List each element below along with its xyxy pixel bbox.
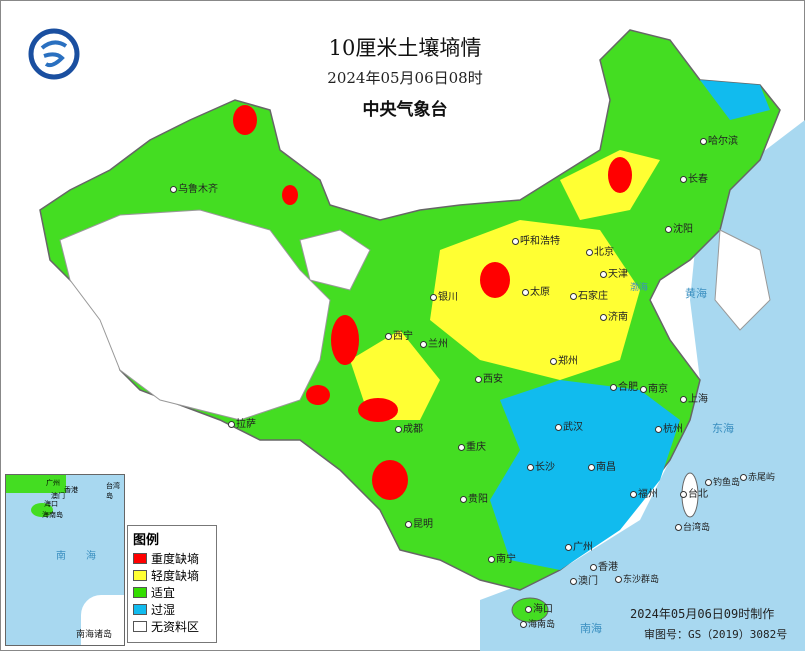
city-label: 济南 [600,308,628,323]
city-label: 澳门 [51,492,65,500]
legend-label: 适宜 [151,586,176,600]
legend-label: 重度缺墒 [151,552,200,566]
city-label: 西宁 [385,327,413,342]
city-label: 杭州 [655,420,683,435]
organization: 中央气象台 [362,100,448,120]
severe-dry-spot [282,185,298,205]
legend-item-suitable: 适宜 [133,584,216,601]
dry-region [560,150,660,220]
severe-dry-spot [358,398,398,422]
sea-label: 海 [86,551,96,562]
city-label: 福州 [630,485,658,500]
city-label: 石家庄 [570,287,608,302]
legend-item-wet: 过湿 [133,601,216,618]
city-label: 太原 [522,283,550,298]
legend-item-no-data: 无资料区 [133,618,216,635]
place-label: 台湾岛 [675,520,710,533]
city-label: 长春 [680,170,708,185]
city-label: 武汉 [555,418,583,433]
place-label: 海南岛 [520,617,555,630]
legend-title: 图例 [133,533,160,548]
city-label: 天津 [600,265,628,280]
dry-region [430,220,640,380]
severe-dry-spot [608,157,632,193]
city-label: 广州 [46,479,60,487]
city-label: 成都 [395,420,423,435]
legend-swatch [133,553,147,564]
city-label: 合肥 [610,378,638,393]
city-label: 乌鲁木齐 [170,180,218,195]
city-label: 香港 [64,486,78,494]
map-approval-number: 审图号：GS（2019）3082号 [644,628,788,641]
city-label: 重庆 [458,438,486,453]
city-label: 澳门 [570,572,598,587]
city-label: 西安 [475,370,503,385]
south-china-sea-inset: 南 海 南海诸岛 广州 香港 澳门 海口 海南岛 台湾岛 [5,474,125,646]
city-label: 沈阳 [665,220,693,235]
korea-peninsula [714,229,771,331]
place-label: 钓鱼岛 [705,475,740,488]
city-label: 贵阳 [460,490,488,505]
sea-label: 渤海 [630,283,649,293]
place-label: 东沙群岛 [615,572,659,585]
city-label: 拉萨 [228,415,256,430]
legend-swatch [133,621,147,632]
severe-dry-spot [372,460,408,500]
city-label: 广州 [565,538,593,553]
cma-logo [28,28,80,80]
inset-hainan [31,503,53,517]
severe-dry-spot [306,385,330,405]
place-label: 赤尾屿 [740,470,775,483]
sea-label: 黄海 [685,287,707,300]
city-label: 哈尔滨 [700,132,738,147]
legend-swatch [133,587,147,598]
no-data-region [59,209,331,421]
legend-item-severe-dry: 重度缺墒 [133,550,216,567]
city-label: 海口 [525,600,553,615]
severe-dry-spot [331,315,359,365]
legend-label: 轻度缺墒 [151,569,200,583]
no-data-region [299,229,371,291]
city-label: 银川 [430,288,458,303]
inset-land [6,475,66,493]
city-label: 海南岛 [42,511,63,519]
severe-dry-spot [233,105,257,135]
city-label: 南宁 [488,550,516,565]
production-time: 2024年05月06日09时制作 [630,607,775,621]
city-label: 昆明 [405,515,433,530]
city-label: 呼和浩特 [512,232,560,247]
city-label: 香港 [590,558,618,573]
legend-label: 无资料区 [151,620,200,634]
city-label: 上海 [680,390,708,405]
wet-region [490,380,680,570]
city-label: 海口 [44,500,58,508]
city-label: 南京 [640,380,668,395]
severe-dry-spot [480,262,510,298]
city-label: 郑州 [550,352,578,367]
sea-label: 东海 [712,422,734,435]
legend-swatch [133,570,147,581]
wet-region [700,80,770,120]
city-label: 北京 [586,243,614,258]
legend-item-light-dry: 轻度缺墒 [133,567,216,584]
sea-label: 南 [56,551,66,562]
inset-land [81,595,124,645]
city-label: 台湾岛 [106,482,120,500]
city-label: 兰州 [420,335,448,350]
dry-region [350,330,440,420]
city-label: 南昌 [588,458,616,473]
sea-label: 南海 [580,622,602,635]
legend-label: 过湿 [151,603,176,617]
map-title: 10厘米土壤墒情 [328,36,482,60]
legend-swatch [133,604,147,615]
inset-title: 南海诸岛 [76,630,113,640]
city-label: 台北 [680,485,708,500]
city-label: 长沙 [527,458,555,473]
legend: 图例 重度缺墒 轻度缺墒 适宜 过湿 无资料区 [127,525,217,643]
map-datetime: 2024年05月06日08时 [327,69,483,87]
